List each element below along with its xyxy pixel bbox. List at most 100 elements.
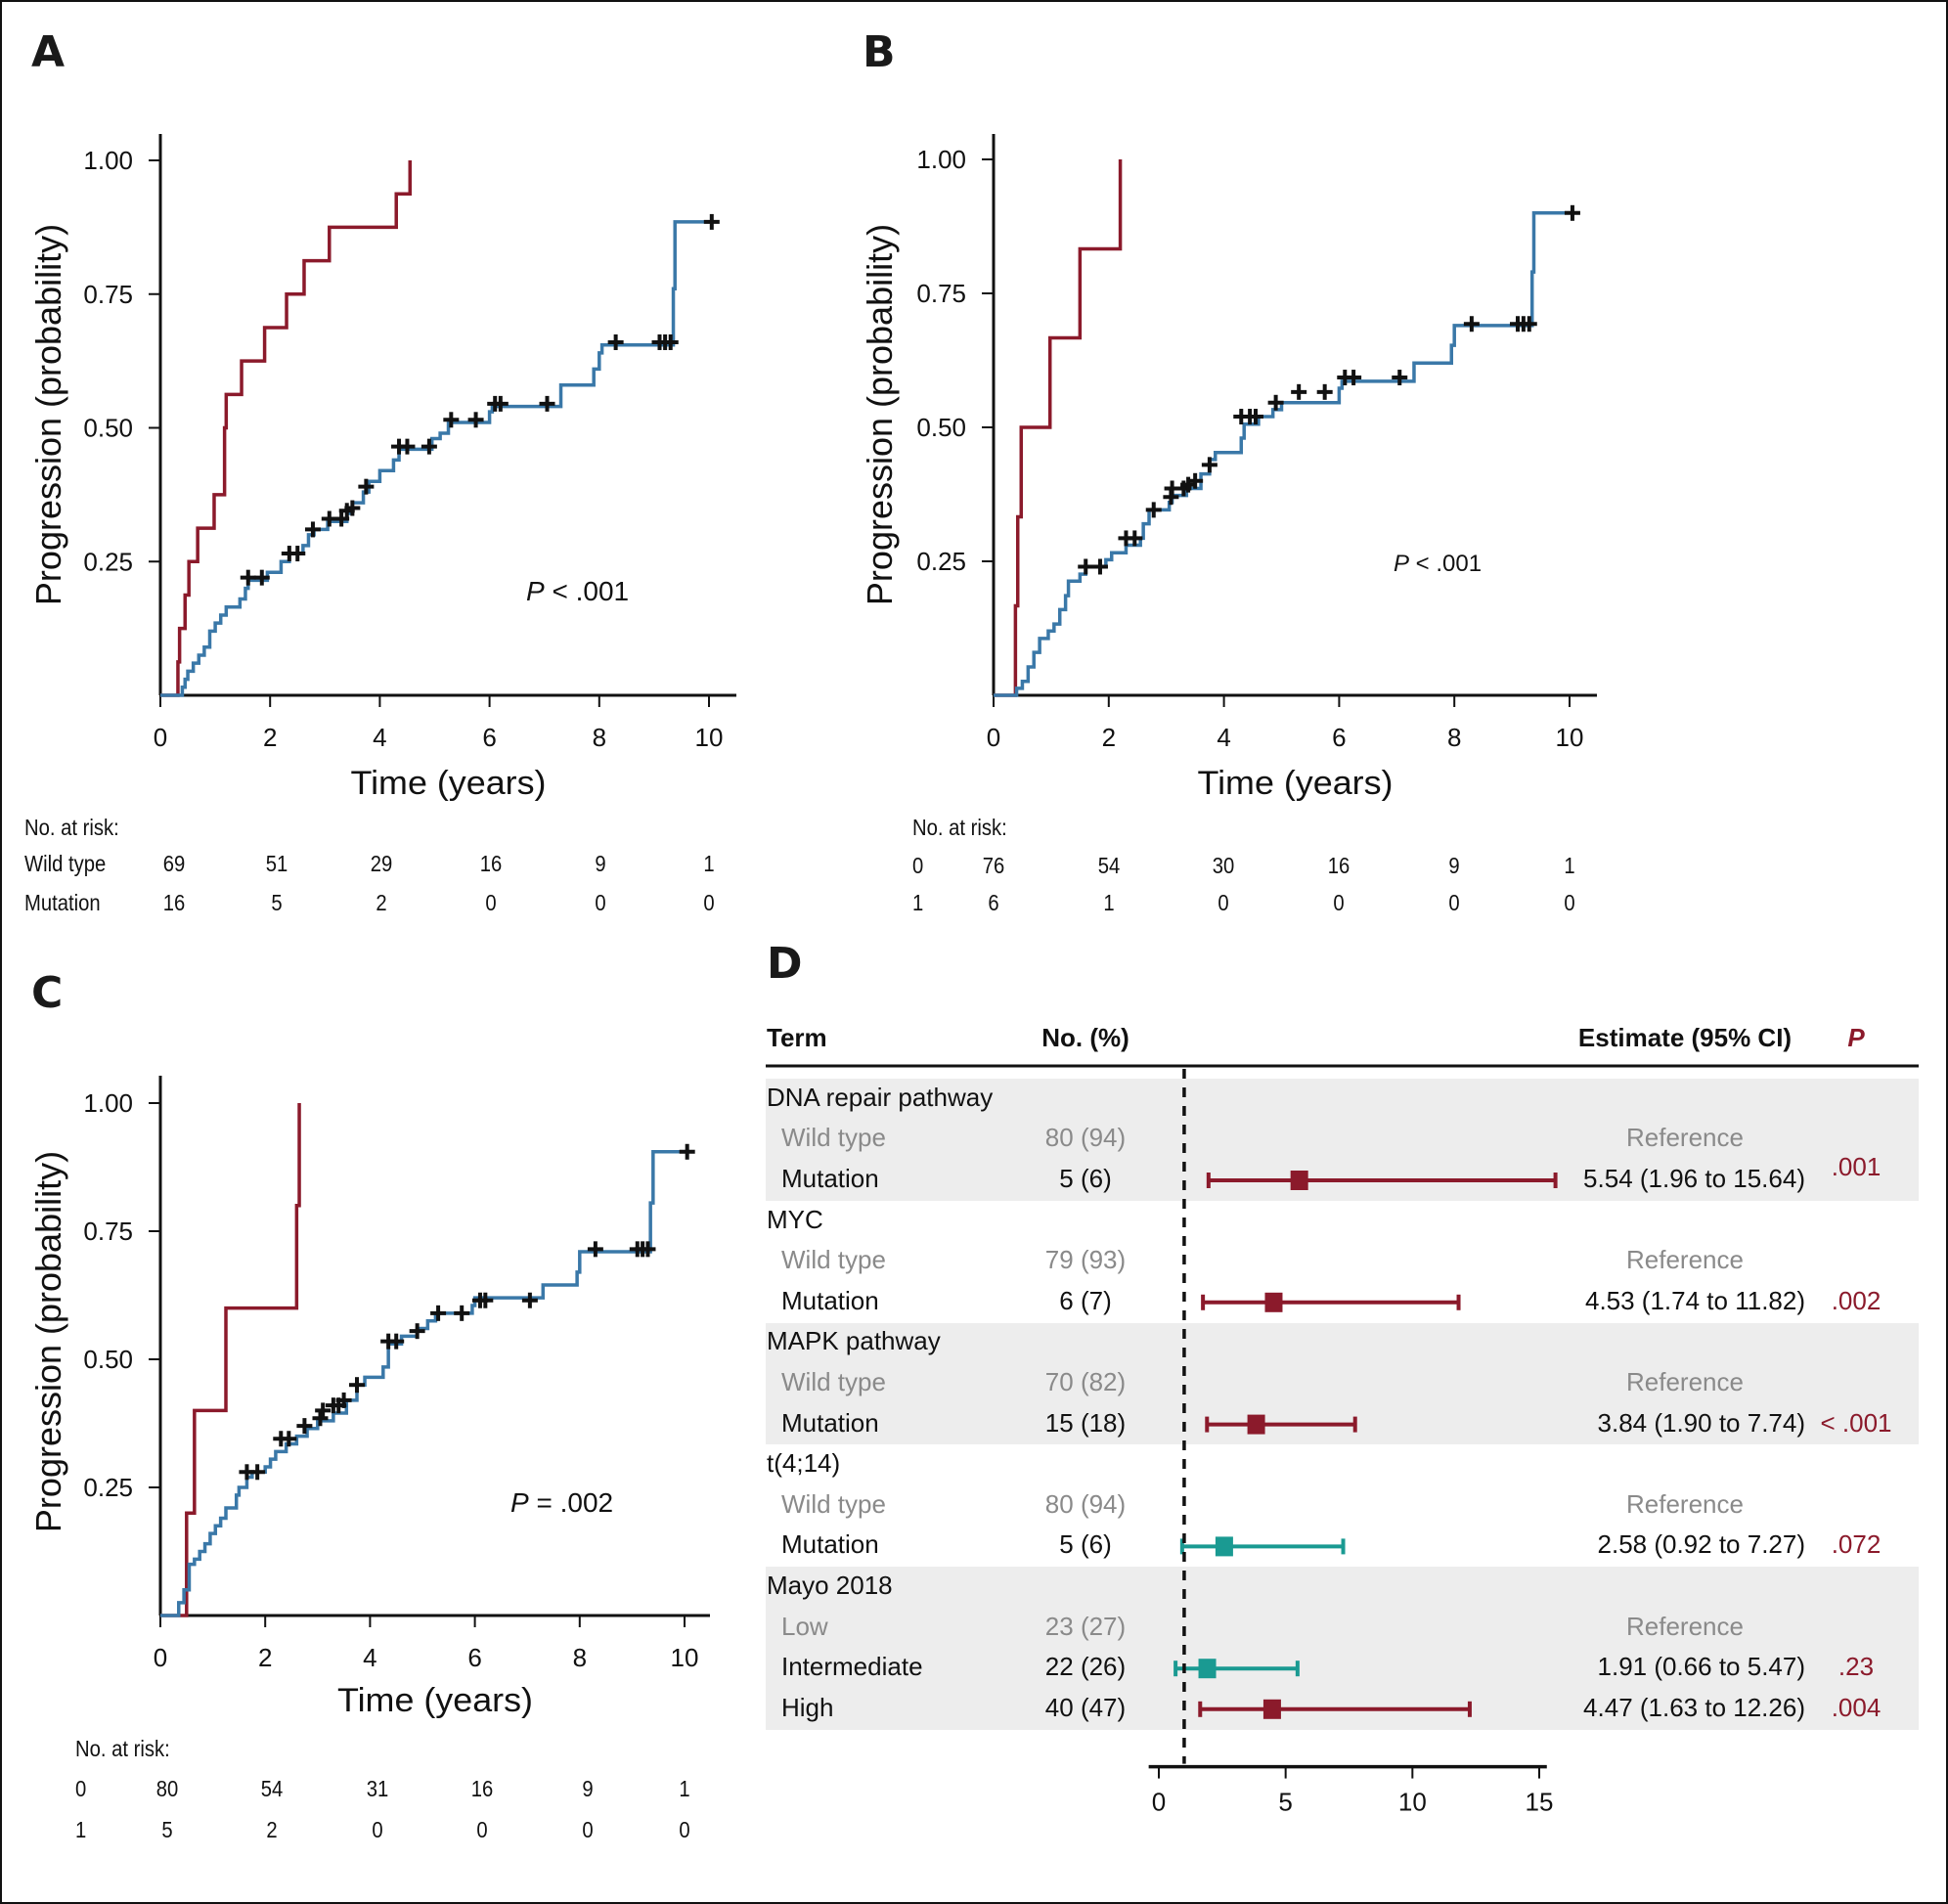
censor-mark — [539, 395, 555, 412]
forest-reference-text: Reference — [1626, 1367, 1744, 1396]
y-tick-label: 0.25 — [83, 547, 133, 576]
risk-row-name: 0 — [75, 1776, 87, 1801]
y-axis-label: Progression (probability) — [28, 224, 68, 605]
forest-x-tick-label: 5 — [1278, 1788, 1292, 1817]
risk-cell: 5 — [271, 890, 283, 915]
x-tick-label: 2 — [263, 723, 277, 752]
forest-point-estimate — [1262, 1699, 1281, 1719]
risk-cell: 16 — [470, 1776, 494, 1801]
censor-mark — [607, 333, 624, 350]
risk-row-name: 1 — [912, 890, 924, 915]
censor-mark — [249, 1464, 266, 1481]
risk-cell: 31 — [366, 1776, 389, 1801]
x-tick-label: 0 — [987, 723, 1000, 752]
censor-mark — [409, 1323, 425, 1340]
censor-mark — [492, 395, 509, 412]
forest-row-n: 5 (6) — [1059, 1164, 1112, 1193]
x-axis-label: Time (years) — [351, 765, 547, 802]
censor-mark — [703, 213, 720, 230]
forest-row-n: 40 (47) — [1044, 1692, 1127, 1722]
forest-estimate-text: 3.84 (1.90 to 7.74) — [1597, 1407, 1805, 1438]
censor-mark — [1247, 409, 1263, 425]
censor-mark — [315, 1402, 332, 1419]
censor-mark — [1078, 558, 1094, 575]
risk-row-name: 1 — [75, 1817, 87, 1842]
censor-mark — [662, 333, 679, 350]
censor-mark — [1521, 316, 1537, 332]
forest-x-tick-label: 15 — [1526, 1788, 1554, 1817]
censor-mark — [454, 1305, 470, 1321]
risk-cell: 30 — [1212, 853, 1235, 878]
risk-cell: 0 — [372, 1817, 383, 1842]
km-curve-wild-type — [160, 1150, 687, 1617]
censor-mark — [240, 569, 256, 586]
forest-x-tick-label: 0 — [1152, 1788, 1166, 1817]
censor-mark — [281, 1431, 297, 1447]
forest-row-n: 80 (94) — [1044, 1123, 1127, 1153]
forest-group-p: .072 — [1831, 1529, 1882, 1560]
risk-table-label: No. at risk: — [24, 815, 119, 840]
forest-group-name: t(4;14) — [767, 1448, 841, 1479]
risk-cell: 0 — [485, 890, 497, 915]
forest-row-n: 6 (7) — [1059, 1285, 1112, 1315]
km-curve-mutation — [160, 1103, 301, 1617]
forest-point-estimate — [1198, 1659, 1217, 1679]
censor-mark — [1392, 370, 1408, 386]
p-value-italic: P — [510, 1487, 529, 1518]
forest-group-name: Mayo 2018 — [767, 1571, 893, 1600]
forest-group-name: MAPK pathway — [767, 1326, 941, 1356]
forest-estimate-text: 5.54 (1.96 to 15.64) — [1583, 1164, 1805, 1193]
forest-x-tick-label: 10 — [1398, 1788, 1427, 1817]
risk-cell: 0 — [703, 890, 715, 915]
x-tick-label: 6 — [482, 723, 496, 752]
p-value-text: = .002 — [529, 1487, 613, 1518]
risk-cell: 80 — [155, 1776, 179, 1801]
forest-row-n: 15 (18) — [1044, 1407, 1127, 1438]
risk-cell: 9 — [582, 1776, 594, 1801]
censor-mark — [289, 546, 306, 562]
censor-mark — [312, 1410, 329, 1427]
censor-mark — [335, 1392, 352, 1408]
censor-mark — [430, 1305, 447, 1321]
risk-cell: 0 — [679, 1817, 690, 1842]
censor-mark — [1127, 530, 1143, 547]
censor-mark — [1291, 383, 1307, 400]
forest-row-label: Mutation — [781, 1529, 879, 1560]
forest-reference-text: Reference — [1626, 1611, 1744, 1641]
censor-mark — [296, 1418, 313, 1435]
p-value-text: < .001 — [545, 576, 629, 606]
risk-cell: 51 — [265, 851, 288, 876]
forest-group-p: .001 — [1831, 1151, 1882, 1181]
risk-cell: 16 — [162, 890, 186, 915]
forest-header-term: Term — [767, 1023, 827, 1052]
forest-header-p: P — [1847, 1023, 1865, 1052]
risk-cell: 2 — [266, 1817, 278, 1842]
forest-reference-text: Reference — [1626, 1245, 1744, 1275]
risk-cell: 1 — [1103, 890, 1115, 915]
risk-row-name: 0 — [912, 853, 924, 878]
censor-mark — [1564, 204, 1580, 221]
panel-letter-a: A — [31, 27, 66, 77]
y-axis-label: Progression (probability) — [860, 224, 900, 605]
forest-row-n: 22 (26) — [1044, 1652, 1127, 1682]
x-axis-label: Time (years) — [1198, 765, 1394, 802]
x-axis-label: Time (years) — [337, 1682, 533, 1719]
forest-point-estimate — [1215, 1536, 1233, 1557]
censor-mark — [344, 500, 361, 516]
p-value-italic: P — [526, 576, 545, 606]
risk-row-name: Mutation — [24, 890, 101, 915]
risk-cell: 54 — [1097, 853, 1121, 878]
risk-cell: 6 — [988, 890, 999, 915]
x-tick-label: 2 — [258, 1643, 272, 1672]
p-value-italic: P — [1394, 551, 1409, 577]
risk-row-name: Wild type — [24, 851, 107, 876]
forest-group-name: MYC — [767, 1204, 823, 1234]
forest-row-label: Wild type — [781, 1123, 886, 1153]
forest-estimate-text: 1.91 (0.66 to 5.47) — [1597, 1652, 1805, 1682]
forest-header-n: No. (%) — [1041, 1023, 1129, 1052]
risk-cell: 9 — [1448, 853, 1460, 878]
forest-row-p: .23 — [1837, 1652, 1875, 1682]
risk-cell: 1 — [679, 1776, 690, 1801]
